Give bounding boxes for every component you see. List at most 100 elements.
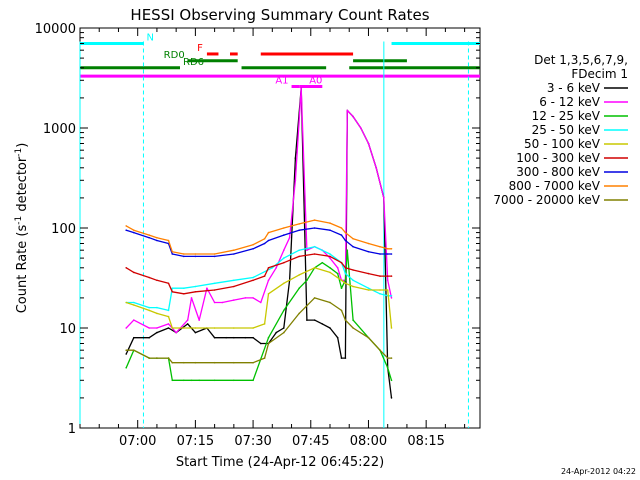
data-point bbox=[329, 271, 331, 274]
data-point bbox=[252, 279, 254, 282]
flag-label: F bbox=[197, 43, 203, 54]
data-point bbox=[183, 361, 185, 364]
data-point bbox=[390, 379, 393, 382]
data-point bbox=[171, 250, 174, 253]
data-point bbox=[133, 336, 135, 339]
series-layer bbox=[125, 87, 393, 399]
data-point bbox=[156, 327, 158, 329]
data-point bbox=[288, 236, 291, 239]
y-axis-label-sup2: -1 bbox=[14, 148, 24, 157]
data-point bbox=[352, 245, 354, 248]
data-point bbox=[386, 357, 389, 359]
data-point bbox=[233, 253, 235, 255]
legend-entry-label: 50 - 100 keV bbox=[524, 137, 601, 151]
data-point bbox=[352, 327, 354, 329]
data-point bbox=[283, 331, 285, 334]
data-point bbox=[252, 297, 254, 299]
data-point bbox=[329, 327, 331, 329]
data-point bbox=[360, 127, 362, 129]
data-point bbox=[233, 299, 235, 301]
data-point bbox=[167, 315, 170, 318]
legend-entry-label: 6 - 12 keV bbox=[539, 95, 601, 109]
data-point bbox=[336, 336, 339, 339]
data-point bbox=[321, 323, 324, 325]
data-point bbox=[329, 253, 331, 255]
data-point bbox=[148, 306, 150, 309]
data-point bbox=[283, 227, 285, 229]
data-point bbox=[344, 267, 347, 269]
y-axis-label-end: ) bbox=[15, 143, 30, 148]
legend-entry-label: 100 - 300 keV bbox=[516, 151, 600, 165]
data-point bbox=[375, 167, 378, 169]
data-point bbox=[263, 242, 266, 245]
data-point bbox=[148, 336, 150, 339]
legend-entry-label: 3 - 6 keV bbox=[547, 81, 601, 95]
data-point bbox=[329, 222, 331, 224]
data-point bbox=[125, 301, 127, 304]
data-point bbox=[379, 275, 381, 277]
data-point bbox=[183, 327, 185, 329]
series-line bbox=[126, 227, 392, 258]
data-point bbox=[125, 353, 127, 355]
data-point bbox=[167, 327, 170, 329]
data-point bbox=[156, 357, 158, 359]
data-point bbox=[183, 379, 185, 382]
data-point bbox=[263, 323, 266, 325]
x-axis-label: Start Time (24-Apr-12 06:45:22) bbox=[176, 455, 384, 470]
data-point bbox=[340, 357, 343, 359]
data-point bbox=[329, 301, 331, 304]
data-point bbox=[186, 319, 189, 321]
data-point bbox=[233, 327, 235, 329]
data-point bbox=[329, 267, 331, 269]
data-point bbox=[171, 327, 174, 329]
data-point bbox=[167, 323, 170, 325]
legend-entry-label: 300 - 800 keV bbox=[516, 165, 600, 179]
data-point bbox=[294, 179, 297, 182]
data-point bbox=[156, 279, 158, 282]
data-point bbox=[125, 327, 127, 329]
data-point bbox=[194, 253, 197, 255]
data-point bbox=[379, 253, 381, 255]
data-point bbox=[329, 255, 331, 258]
data-point bbox=[306, 279, 308, 282]
data-point bbox=[336, 272, 339, 275]
legend-header: Det 1,3,5,6,7,9, bbox=[534, 53, 628, 67]
data-point bbox=[260, 342, 262, 345]
x-tick-label: 07:45 bbox=[292, 434, 329, 449]
data-point bbox=[133, 231, 135, 234]
data-point bbox=[133, 319, 135, 321]
data-point bbox=[271, 267, 274, 269]
data-point bbox=[213, 282, 216, 285]
data-point bbox=[379, 245, 381, 248]
data-point bbox=[352, 285, 354, 288]
data-point bbox=[175, 331, 177, 334]
series-line bbox=[125, 267, 393, 329]
data-point bbox=[298, 312, 301, 315]
data-point bbox=[386, 253, 389, 255]
data-point bbox=[367, 289, 370, 291]
data-point bbox=[194, 361, 197, 364]
data-point bbox=[298, 274, 301, 276]
data-point bbox=[133, 229, 135, 231]
data-point bbox=[300, 87, 303, 89]
data-point bbox=[213, 301, 216, 304]
data-point bbox=[379, 289, 381, 291]
data-point bbox=[167, 309, 170, 312]
data-point bbox=[213, 253, 216, 255]
data-point bbox=[313, 219, 316, 221]
data-point bbox=[252, 336, 254, 339]
y-tick-label: 1000 bbox=[43, 122, 76, 137]
data-point bbox=[194, 331, 197, 334]
data-point bbox=[298, 287, 301, 290]
data-point bbox=[267, 239, 270, 242]
series-line bbox=[125, 219, 392, 255]
data-point bbox=[367, 250, 370, 253]
data-point bbox=[267, 336, 270, 339]
data-point bbox=[148, 276, 150, 279]
data-point bbox=[194, 285, 197, 288]
data-point bbox=[352, 238, 354, 240]
flag-label: N bbox=[146, 32, 153, 43]
